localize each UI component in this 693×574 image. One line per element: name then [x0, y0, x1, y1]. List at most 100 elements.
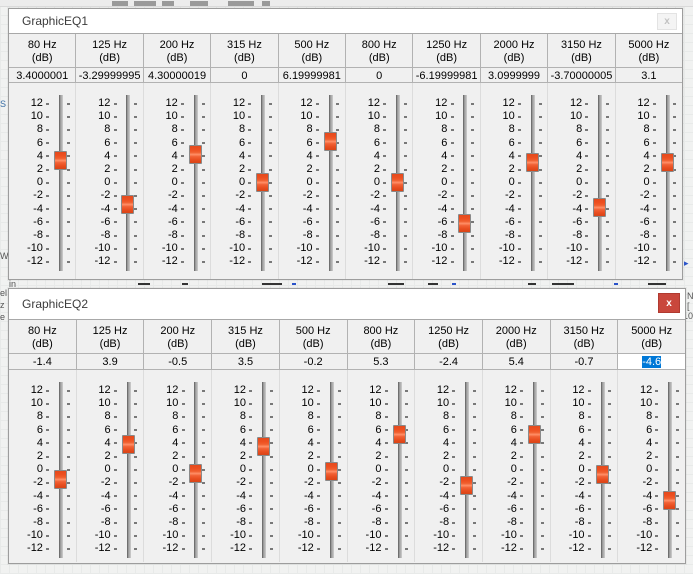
- band-value-field[interactable]: -1.4: [9, 354, 77, 369]
- band-slider[interactable]: 12 10 8 6 4 2 0 -2 -4 -6 -8 -10 -12: [413, 83, 481, 279]
- tick-mark: [608, 534, 612, 537]
- band-value-field[interactable]: 3.1: [641, 70, 657, 82]
- slider-track[interactable]: [668, 382, 673, 558]
- band-slider[interactable]: 12 10 8 6 4 2 0 -2 -4 -6 -8 -10 -12: [348, 370, 416, 562]
- slider-track[interactable]: [126, 95, 131, 271]
- tick-mark: [384, 481, 388, 484]
- slider-thumb[interactable]: [593, 197, 607, 217]
- tick-mark: [180, 234, 184, 237]
- band-unit-label: (dB): [503, 52, 525, 64]
- band-unit-label: (dB): [235, 338, 256, 350]
- slider-track[interactable]: [532, 382, 537, 558]
- band-slider[interactable]: 12 10 8 6 4 2 0 -2 -4 -6 -8 -10 -12: [77, 370, 145, 562]
- slider-scale-number: -6: [572, 215, 583, 228]
- band-slider[interactable]: 12 10 8 6 4 2 0 -2 -4 -6 -8 -10 -12: [279, 83, 347, 279]
- slider-thumb[interactable]: [525, 152, 539, 172]
- band-value-field[interactable]: 5.3: [348, 354, 416, 369]
- close-icon[interactable]: x: [657, 13, 677, 30]
- band-unit-label: (dB): [301, 52, 323, 64]
- band-value-field[interactable]: 5.4: [483, 354, 551, 369]
- slider-tick-left: [449, 429, 458, 432]
- slider-track[interactable]: [126, 382, 131, 558]
- slider-track[interactable]: [193, 95, 198, 271]
- slider-tick-right: [131, 142, 140, 145]
- slider-tick-left: [43, 508, 52, 511]
- slider-thumb[interactable]: [527, 424, 541, 444]
- band-slider[interactable]: 12 10 8 6 4 2 0 -2 -4 -6 -8 -10 -12: [9, 83, 77, 279]
- band-value-field[interactable]: -0.2: [280, 354, 348, 369]
- slider-thumb[interactable]: [460, 476, 474, 496]
- band-slider[interactable]: 12 10 8 6 4 2 0 -2 -4 -6 -8 -10 -12: [211, 83, 279, 279]
- slider-scale-row: -10: [483, 242, 545, 255]
- slider-thumb[interactable]: [595, 464, 609, 484]
- slider-scale-number: 10: [166, 397, 179, 410]
- band-slider[interactable]: 12 10 8 6 4 2 0 -2 -4 -6 -8 -10 -12: [618, 370, 685, 562]
- band-value-field[interactable]: -0.5: [144, 354, 213, 369]
- slider-tick-left: [650, 128, 659, 131]
- band-slider[interactable]: 12 10 8 6 4 2 0 -2 -4 -6 -8 -10 -12: [346, 83, 414, 279]
- slider-track[interactable]: [598, 95, 603, 271]
- slider-scale-number: 2: [171, 163, 178, 176]
- graphic-eq2-titlebar[interactable]: GraphicEQ2 x: [9, 289, 685, 319]
- slider-thumb[interactable]: [323, 132, 337, 152]
- slider-thumb[interactable]: [458, 214, 472, 234]
- slider-thumb[interactable]: [121, 195, 135, 215]
- band-value-field[interactable]: 3.5: [212, 354, 280, 369]
- band-value-field[interactable]: 3.4000001: [9, 68, 77, 82]
- band-slider[interactable]: 12 10 8 6 4 2 0 -2 -4 -6 -8 -10 -12: [144, 370, 213, 562]
- slider-tick-left: [43, 208, 52, 211]
- band-value-field[interactable]: 3.0999999: [481, 68, 549, 82]
- slider-tick-right: [535, 102, 544, 105]
- band-value-field[interactable]: -3.29999995: [76, 68, 144, 82]
- band-value-field[interactable]: 0: [346, 68, 414, 82]
- band-value-field[interactable]: 0: [211, 68, 279, 82]
- band-slider[interactable]: 12 10 8 6 4 2 0 -2 -4 -6 -8 -10 -12: [548, 83, 616, 279]
- slider-thumb[interactable]: [324, 461, 338, 481]
- band-value-field[interactable]: 3.9: [77, 354, 145, 369]
- slider-track[interactable]: [465, 382, 470, 558]
- tick-mark: [471, 142, 475, 145]
- slider-track[interactable]: [328, 95, 333, 271]
- slider-thumb[interactable]: [54, 150, 67, 170]
- band-slider[interactable]: 12 10 8 6 4 2 0 -2 -4 -6 -8 -10 -12: [616, 83, 682, 279]
- slider-track[interactable]: [59, 95, 63, 271]
- slider-thumb[interactable]: [392, 425, 406, 445]
- slider-thumb[interactable]: [257, 437, 271, 457]
- slider-thumb[interactable]: [660, 152, 674, 172]
- band-slider[interactable]: 12 10 8 6 4 2 0 -2 -4 -6 -8 -10 -12: [481, 83, 549, 279]
- slider-track[interactable]: [665, 95, 670, 271]
- band-value-field[interactable]: 4.30000019: [144, 68, 212, 82]
- band-value-field[interactable]: -4.6: [618, 354, 686, 369]
- band-slider[interactable]: 12 10 8 6 4 2 0 -2 -4 -6 -8 -10 -12: [9, 370, 77, 562]
- band-slider[interactable]: 12 10 8 6 4 2 0 -2 -4 -6 -8 -10 -12: [76, 83, 144, 279]
- slider-tick-right: [603, 102, 612, 105]
- band-slider[interactable]: 12 10 8 6 4 2 0 -2 -4 -6 -8 -10 -12: [483, 370, 551, 562]
- slider-thumb[interactable]: [189, 463, 203, 483]
- band-slider[interactable]: 12 10 8 6 4 2 0 -2 -4 -6 -8 -10 -12: [212, 370, 280, 562]
- slider-tick-right: [673, 455, 682, 458]
- slider-thumb[interactable]: [256, 173, 270, 193]
- band-slider[interactable]: 12 10 8 6 4 2 0 -2 -4 -6 -8 -10 -12: [144, 83, 212, 279]
- slider-tick-right: [266, 208, 275, 211]
- slider-thumb[interactable]: [188, 144, 202, 164]
- slider-track[interactable]: [397, 382, 402, 558]
- slider-thumb[interactable]: [54, 469, 67, 489]
- band-value-field[interactable]: -3.70000005: [548, 68, 616, 82]
- band-value-field[interactable]: -2.4: [415, 354, 483, 369]
- close-icon[interactable]: x: [658, 293, 680, 313]
- slider-thumb[interactable]: [663, 490, 677, 510]
- slider-thumb[interactable]: [391, 173, 405, 193]
- slider-track[interactable]: [463, 95, 468, 271]
- slider-thumb[interactable]: [121, 434, 135, 454]
- slider-track[interactable]: [262, 382, 267, 558]
- band-value-field[interactable]: -6.19999981: [413, 68, 481, 82]
- tick-mark: [113, 247, 117, 250]
- band-value-field[interactable]: -0.7: [551, 354, 619, 369]
- band-slider[interactable]: 12 10 8 6 4 2 0 -2 -4 -6 -8 -10 -12: [415, 370, 483, 562]
- band-value-field[interactable]: 6.19999981: [279, 68, 347, 82]
- band-slider[interactable]: 12 10 8 6 4 2 0 -2 -4 -6 -8 -10 -12: [280, 370, 348, 562]
- slider-track[interactable]: [530, 95, 535, 271]
- band-slider[interactable]: 12 10 8 6 4 2 0 -2 -4 -6 -8 -10 -12: [551, 370, 619, 562]
- slider-tick-right: [267, 508, 276, 511]
- graphic-eq1-titlebar[interactable]: GraphicEQ1 x: [9, 9, 682, 33]
